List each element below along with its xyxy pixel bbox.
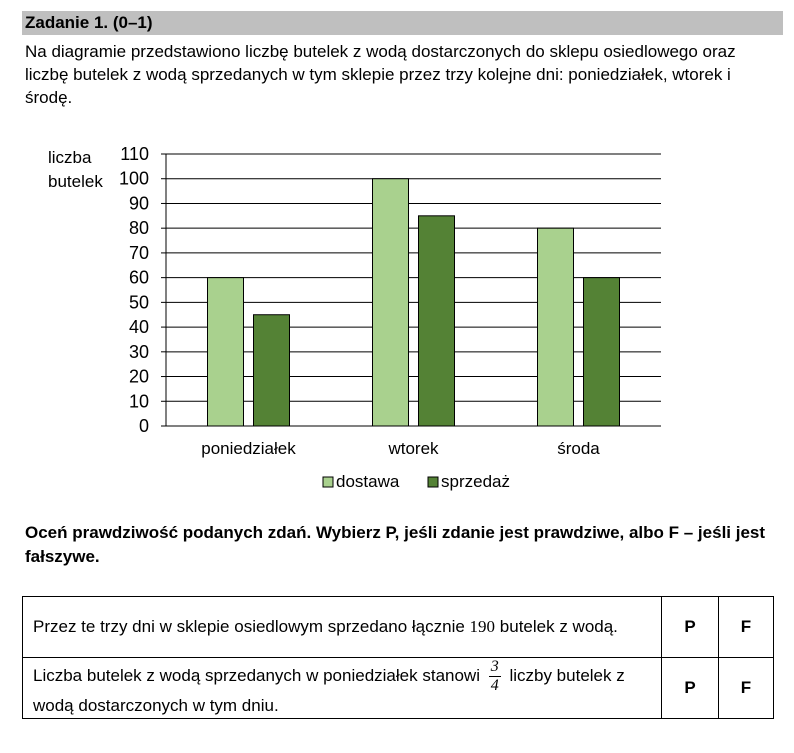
statement-1-option-f[interactable]: F	[718, 596, 774, 658]
statement-1-text-end: butelek z wodą.	[499, 617, 618, 636]
bar	[537, 227, 574, 427]
fraction-denominator: 4	[490, 676, 499, 694]
bar	[372, 178, 409, 427]
y-tick-label: 70	[129, 243, 149, 263]
task-header: Zadanie 1. (0–1)	[22, 11, 783, 35]
y-axis-label-line-1: liczba	[48, 148, 92, 167]
task-intro: Na diagramie przedstawiono liczbę butele…	[25, 42, 736, 107]
statement-row: Liczba butelek z wodą sprzedanych w poni…	[22, 657, 774, 719]
y-tick-label: 10	[129, 391, 149, 411]
y-tick-label: 60	[129, 268, 149, 288]
y-tick-label: 100	[119, 169, 149, 189]
bar-chart: liczba butelek 0 10 20 30 40 50 60 70 80 90 100 110…	[48, 144, 661, 491]
y-tick-label: 110	[120, 144, 149, 164]
y-tick-label: 40	[129, 317, 149, 337]
statement-1-option-p[interactable]: P	[661, 596, 719, 658]
y-tick-label: 90	[129, 193, 149, 213]
y-tick-label: 50	[129, 292, 149, 312]
fraction: 3 4	[488, 657, 501, 694]
y-tick-label: 30	[129, 342, 149, 362]
x-tick-label: poniedziałek	[201, 439, 296, 458]
statement-2-option-f[interactable]: F	[718, 657, 774, 719]
statement-2: Liczba butelek z wodą sprzedanych w poni…	[22, 657, 662, 719]
statement-1-text-start: Przez te trzy dni w sklepie osiedlowym s…	[33, 617, 465, 636]
fraction-bar	[488, 675, 501, 677]
fraction-numerator: 3	[490, 657, 499, 675]
y-axis-label-line-2: butelek	[48, 172, 103, 191]
statement-2-text-end: liczby butelek z wodą dostarczonych w ty…	[33, 665, 625, 715]
x-tick-label: środa	[557, 439, 600, 458]
statement-2-text-start: Liczba butelek z wodą sprzedanych w poni…	[33, 665, 480, 685]
y-tick-label: 0	[139, 416, 149, 436]
y-tick-label: 80	[129, 218, 149, 238]
statement-1-number: 190	[469, 617, 496, 636]
bar	[583, 277, 620, 427]
true-false-table: Przez te trzy dni w sklepie osiedlowym s…	[22, 596, 774, 719]
statement-2-option-p[interactable]: P	[661, 657, 719, 719]
legend-swatch	[427, 476, 439, 488]
instruction-text: Oceń prawdziwość podanych zdań. Wybierz …	[25, 523, 766, 566]
bar	[418, 215, 455, 427]
statement-1: Przez te trzy dni w sklepie osiedlowym s…	[22, 596, 662, 658]
y-tick-label: 20	[129, 367, 149, 387]
bar	[207, 277, 244, 427]
bar	[253, 314, 290, 427]
legend-swatch	[322, 476, 334, 488]
x-tick-label: wtorek	[387, 439, 439, 458]
task-title: Zadanie 1. (0–1)	[25, 13, 153, 32]
legend-label: dostawa	[336, 472, 400, 491]
statement-row: Przez te trzy dni w sklepie osiedlowym s…	[22, 596, 774, 658]
legend-label: sprzedaż	[441, 472, 510, 491]
